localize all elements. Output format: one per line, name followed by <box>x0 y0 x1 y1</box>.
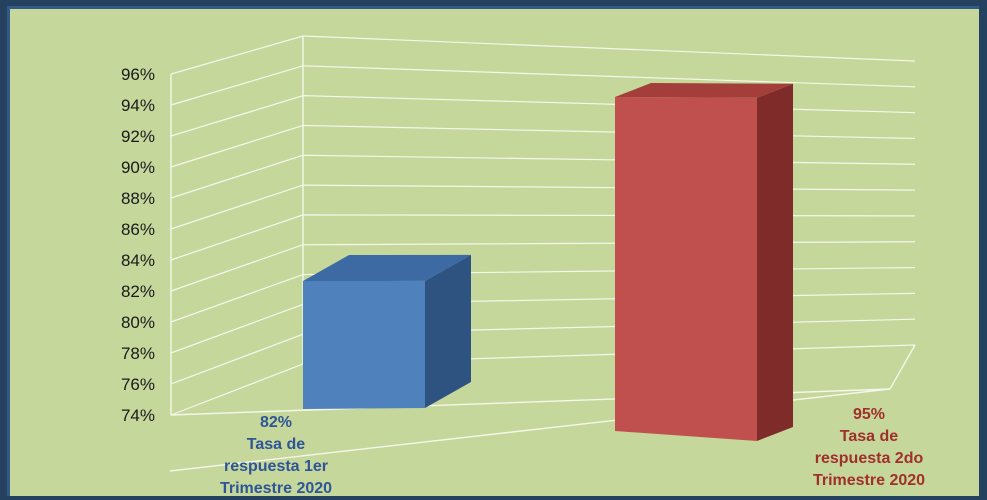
floor-right-edge <box>889 344 916 390</box>
bar-front-face <box>303 280 425 409</box>
category-label-line: Trimestre 2020 <box>813 472 925 489</box>
y-tick-label: 96% <box>121 65 155 84</box>
bar-labels: 82% Tasa de respuesta 1er Trimestre 2020 95%… <box>220 406 925 496</box>
y-tick-label: 84% <box>121 251 155 270</box>
y-tick-label: 92% <box>121 127 155 146</box>
bar-side-face <box>425 254 471 408</box>
data-label: 95% <box>853 406 885 423</box>
category-label-line: respuesta 2do <box>815 450 924 467</box>
gridline <box>170 65 916 106</box>
y-tick-label: 80% <box>121 313 155 332</box>
gridline <box>170 344 916 416</box>
grid-layer <box>169 35 916 472</box>
category-label-line: respuesta 1er <box>224 458 328 475</box>
bar-front-face <box>615 97 757 441</box>
gridline <box>170 318 916 385</box>
y-tick-label: 78% <box>121 344 155 363</box>
y-tick-label: 86% <box>121 220 155 239</box>
bars <box>303 83 793 442</box>
data-label: 82% <box>260 414 292 431</box>
gridline <box>170 241 916 292</box>
y-tick-label: 76% <box>121 375 155 394</box>
category-label-line: Tasa de <box>247 436 306 453</box>
y-tick-label: 82% <box>121 282 155 301</box>
gridline <box>170 292 916 354</box>
gridline <box>170 214 916 261</box>
bar-1 <box>303 254 471 409</box>
bar-chart-3d: 74% 76% 78% 80% 82% 84% 86% 88% 90% 92% 94% 96% 82%… <box>121 35 925 496</box>
bar-top-face <box>303 254 471 281</box>
gridline <box>170 124 916 168</box>
bar-2 <box>615 83 793 442</box>
bar-top-face <box>615 83 793 98</box>
y-axis-ticks: 74% 76% 78% 80% 82% 84% 86% 88% 90% 92% 94% 96% <box>121 65 155 425</box>
y-tick-label: 74% <box>121 406 155 425</box>
y-tick-label: 94% <box>121 96 155 115</box>
gridline <box>170 35 916 75</box>
y-tick-label: 88% <box>121 189 155 208</box>
bar-side-face <box>757 83 793 442</box>
category-label-line: Trimestre 2020 <box>220 480 332 496</box>
gridline <box>170 95 916 137</box>
chart-frame: 74% 76% 78% 80% 82% 84% 86% 88% 90% 92% 94% 96% 82%… <box>7 6 979 496</box>
category-label-line: Tasa de <box>840 428 899 445</box>
y-tick-label: 90% <box>121 158 155 177</box>
